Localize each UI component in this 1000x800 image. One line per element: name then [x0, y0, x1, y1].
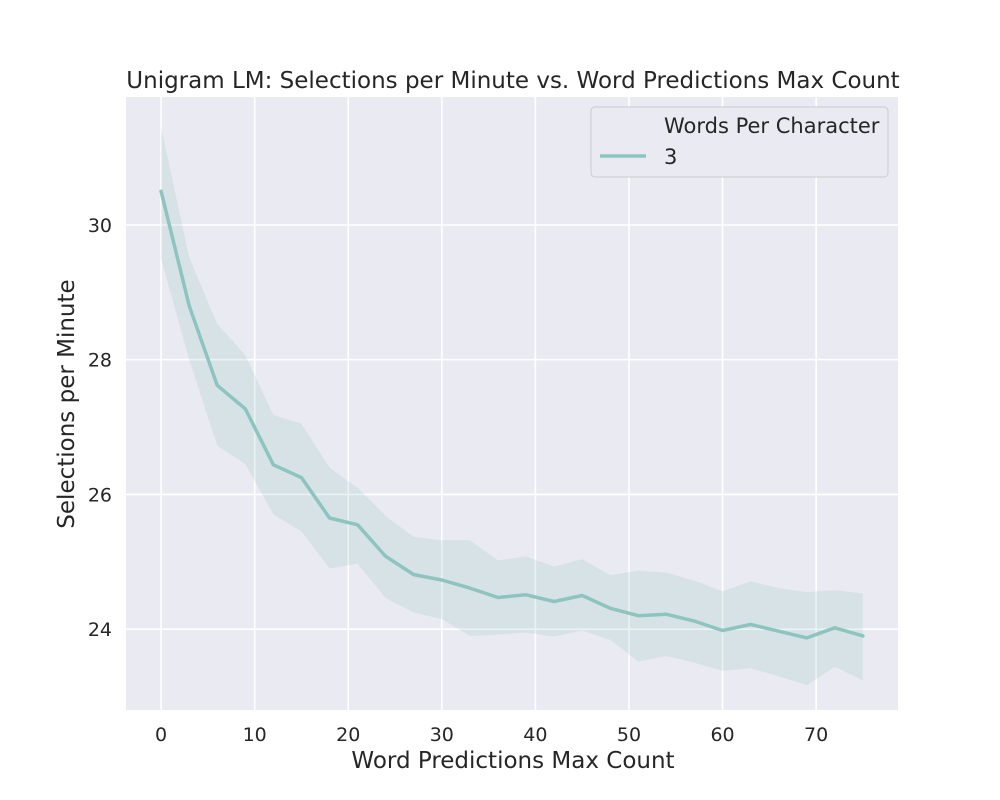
legend-title: Words Per Character — [664, 114, 880, 138]
y-tick-labels: 24 26 28 30 — [88, 215, 112, 641]
legend: Words Per Character 3 — [590, 106, 889, 178]
x-tick-label: 60 — [710, 724, 734, 746]
x-tick-label: 0 — [155, 724, 167, 746]
confidence-band — [161, 127, 863, 686]
y-tick-label: 28 — [88, 350, 112, 372]
x-axis-label: Word Predictions Max Count — [351, 748, 674, 774]
y-tick-label: 30 — [88, 215, 112, 237]
x-tick-label: 70 — [804, 724, 828, 746]
y-tick-label: 24 — [88, 619, 112, 641]
y-tick-label: 26 — [88, 484, 112, 506]
x-tick-label: 20 — [336, 724, 360, 746]
x-tick-label: 40 — [523, 724, 547, 746]
series-line-3 — [159, 189, 865, 640]
grid-lines — [126, 97, 898, 710]
legend-box — [590, 106, 889, 178]
x-tick-labels: 0 10 20 30 40 50 60 70 — [155, 724, 828, 746]
y-axis-label: Selections per Minute — [54, 279, 80, 528]
chart-title: Unigram LM: Selections per Minute vs. Wo… — [126, 68, 899, 94]
x-tick-label: 50 — [617, 724, 641, 746]
x-tick-label: 10 — [243, 724, 267, 746]
x-tick-label: 30 — [430, 724, 454, 746]
legend-entry-label: 3 — [664, 145, 677, 169]
